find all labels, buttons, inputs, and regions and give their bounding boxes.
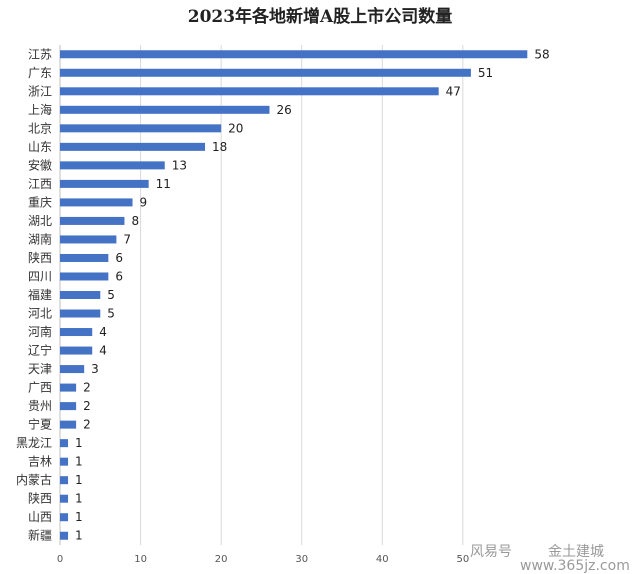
bar <box>60 439 69 448</box>
category-label: 山东 <box>28 140 52 154</box>
category-label: 山西 <box>28 510 52 524</box>
bar <box>60 216 125 225</box>
data-label: 47 <box>446 84 461 98</box>
bar <box>60 513 69 522</box>
bar <box>60 124 222 133</box>
category-label: 陕西 <box>28 250 52 265</box>
data-label: 1 <box>75 529 83 543</box>
category-label: 内蒙古 <box>16 472 52 487</box>
category-label: 江苏 <box>28 47 52 61</box>
category-label: 宁夏 <box>28 417 52 432</box>
bar <box>60 142 206 151</box>
data-label: 5 <box>107 307 115 321</box>
category-label: 安徽 <box>28 157 52 172</box>
bar <box>60 476 69 485</box>
category-label: 浙江 <box>28 84 52 98</box>
bar <box>60 272 109 281</box>
bars <box>60 50 528 540</box>
category-label: 贵州 <box>28 399 52 413</box>
bar <box>60 309 101 318</box>
bar <box>60 161 165 170</box>
watermark-text-3: 金土建城 <box>548 544 604 560</box>
category-label: 重庆 <box>28 195 52 209</box>
data-label: 9 <box>140 195 148 209</box>
x-tick-label: 30 <box>295 554 308 565</box>
category-label: 福建 <box>28 287 52 302</box>
bar <box>60 68 471 77</box>
data-label: 6 <box>115 269 123 283</box>
category-label: 河南 <box>28 324 52 339</box>
category-label: 湖北 <box>28 213 52 228</box>
category-labels: 江苏广东浙江上海北京山东安徽江西重庆湖北湖南陕西四川福建河北河南辽宁天津广西贵州… <box>16 47 52 542</box>
data-label: 20 <box>228 121 243 135</box>
data-label: 1 <box>75 455 83 469</box>
data-label: 1 <box>75 436 83 450</box>
x-tick-label: 0 <box>57 554 63 565</box>
data-label: 4 <box>99 325 107 339</box>
data-label: 18 <box>212 140 227 154</box>
x-tick-label: 40 <box>376 554 389 565</box>
bar <box>60 346 93 355</box>
bar <box>60 365 85 374</box>
category-label: 上海 <box>28 102 52 117</box>
watermark-text-1: 风易号 <box>470 544 512 560</box>
x-tick-label: 50 <box>456 554 469 565</box>
data-label: 58 <box>534 47 549 61</box>
bar <box>60 494 69 503</box>
bar <box>60 105 270 114</box>
chart-title: 2023年各地新增A股上市公司数量 <box>188 6 453 27</box>
data-label: 3 <box>91 362 99 376</box>
category-label: 北京 <box>28 121 52 135</box>
grid-lines <box>59 45 464 545</box>
data-label: 2 <box>83 399 91 413</box>
data-label: 26 <box>276 103 291 117</box>
category-label: 新疆 <box>28 528 52 543</box>
data-label: 1 <box>75 510 83 524</box>
bar <box>60 457 69 466</box>
bar <box>60 87 439 96</box>
x-tick-label: 10 <box>134 554 147 565</box>
data-label: 8 <box>131 214 139 228</box>
bar <box>60 383 77 392</box>
bar <box>60 179 149 188</box>
watermark-url: www.365jz.com <box>520 558 630 574</box>
data-label: 51 <box>478 66 493 80</box>
data-label: 1 <box>75 473 83 487</box>
bar <box>60 531 69 540</box>
data-label: 11 <box>156 177 171 191</box>
category-label: 吉林 <box>28 455 52 469</box>
category-label: 黑龙江 <box>16 436 52 450</box>
category-label: 湖南 <box>28 231 52 246</box>
bar <box>60 402 77 411</box>
data-label: 2 <box>83 418 91 432</box>
data-label: 1 <box>75 492 83 506</box>
data-label: 6 <box>115 251 123 265</box>
bar <box>60 291 101 299</box>
category-label: 四川 <box>28 269 52 283</box>
x-tick-label: 20 <box>215 554 228 565</box>
data-label: 4 <box>99 344 107 358</box>
data-label: 5 <box>107 288 115 302</box>
category-label: 广西 <box>28 381 52 395</box>
bar <box>60 235 117 244</box>
category-label: 江西 <box>28 177 52 191</box>
category-label: 陕西 <box>28 491 52 506</box>
category-label: 河北 <box>28 307 52 321</box>
data-label: 13 <box>172 158 187 172</box>
bar <box>60 253 109 262</box>
bar <box>60 420 77 429</box>
data-label: 2 <box>83 381 91 395</box>
x-tick-labels: 0 10 20 30 40 50 <box>57 554 469 565</box>
bar <box>60 328 93 337</box>
data-label: 7 <box>123 232 131 246</box>
category-label: 天津 <box>28 362 52 376</box>
bar <box>60 198 133 207</box>
watermark: 风易号 金土建城 www.365jz.com <box>470 544 630 574</box>
bar <box>60 50 528 59</box>
category-label: 辽宁 <box>28 343 52 358</box>
category-label: 广东 <box>28 66 52 80</box>
